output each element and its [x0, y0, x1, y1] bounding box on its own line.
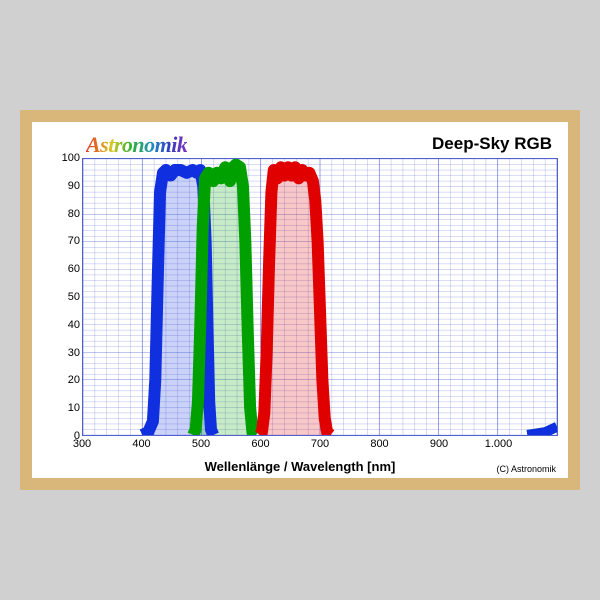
y-tick: 30	[50, 347, 80, 359]
x-tick: 700	[311, 438, 329, 450]
x-tick: 300	[73, 438, 91, 450]
y-tick: 100	[50, 152, 80, 164]
plot-area	[82, 158, 558, 436]
chart-inner: Astronomik Deep-Sky RGB Transmission [%]…	[32, 122, 568, 478]
chart-frame: Astronomik Deep-Sky RGB Transmission [%]…	[20, 110, 580, 490]
chart-title: Deep-Sky RGB	[432, 134, 552, 154]
chart-svg	[83, 159, 557, 435]
brand-logo: Astronomik	[86, 132, 187, 158]
y-tick: 80	[50, 208, 80, 220]
y-tick: 50	[50, 291, 80, 303]
x-tick: 900	[430, 438, 448, 450]
x-axis-label: Wellenlänge / Wavelength [nm]	[205, 459, 396, 474]
x-tick: 500	[192, 438, 210, 450]
x-tick: 800	[370, 438, 388, 450]
y-tick: 70	[50, 235, 80, 247]
y-tick: 10	[50, 402, 80, 414]
y-tick: 90	[50, 180, 80, 192]
x-tick: 400	[132, 438, 150, 450]
x-tick: 1.000	[485, 438, 513, 450]
y-tick: 60	[50, 263, 80, 275]
y-tick: 40	[50, 319, 80, 331]
x-tick: 600	[251, 438, 269, 450]
y-tick: 20	[50, 374, 80, 386]
copyright-text: (C) Astronomik	[496, 464, 556, 474]
